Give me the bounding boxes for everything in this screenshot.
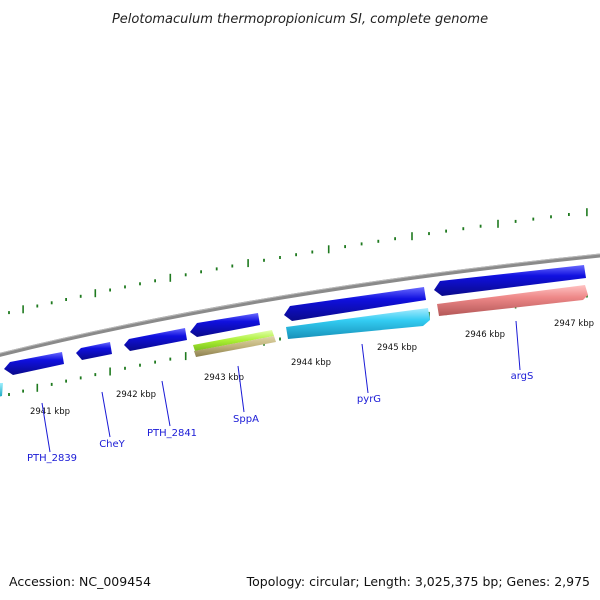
gene-label[interactable]: SppA xyxy=(233,414,259,425)
genome-backbone-highlight xyxy=(0,253,600,354)
kbp-label: 2941 kbp xyxy=(30,407,70,417)
genome-backbone xyxy=(0,253,600,357)
gene-leader-line xyxy=(237,365,245,413)
gene-arrow-args[interactable] xyxy=(437,285,588,316)
gene-labels: PTH_2839 CheY PTH_2841 SppA pyrG argS xyxy=(27,320,534,464)
gene-label[interactable]: PTH_2839 xyxy=(27,453,77,464)
map-title: Pelotomaculum thermopropionicum SI, comp… xyxy=(112,12,488,27)
gene-arrow-chey[interactable] xyxy=(76,342,112,360)
gene-label[interactable]: argS xyxy=(511,371,534,382)
kbp-label: 2945 kbp xyxy=(377,343,417,353)
gene-arrow-block-c[interactable] xyxy=(434,265,586,296)
gene-leader-line xyxy=(101,391,111,438)
gene-arrow-pyrg[interactable] xyxy=(286,308,430,339)
partial-gene-arrow xyxy=(0,383,3,397)
gene-arrow-pth2841[interactable] xyxy=(124,328,187,351)
footer-accession: Accession: NC_009454 xyxy=(9,574,151,589)
kbp-label: 2947 kbp xyxy=(554,319,594,329)
gene-leader-line xyxy=(41,402,51,453)
gene-leader-line xyxy=(515,320,521,371)
gene-label[interactable]: pyrG xyxy=(357,394,381,405)
kbp-label: 2944 kbp xyxy=(291,358,331,368)
tick-track-outer xyxy=(8,208,588,315)
gene-leader-line xyxy=(361,343,369,394)
footer-summary: Topology: circular; Length: 3,025,375 bp… xyxy=(246,574,590,589)
kbp-label: 2943 kbp xyxy=(204,373,244,383)
gene-label[interactable]: CheY xyxy=(99,439,125,450)
kbp-label: 2942 kbp xyxy=(116,390,156,400)
gene-label[interactable]: PTH_2841 xyxy=(147,428,197,439)
gene-arrow-sppa-green[interactable] xyxy=(193,330,274,351)
gene-leader-line xyxy=(161,380,171,427)
gene-arrow-block-a[interactable] xyxy=(190,313,260,337)
gene-arrow-sppa-olive[interactable] xyxy=(194,336,276,357)
kbp-label: 2946 kbp xyxy=(465,330,505,340)
gene-arrow-block-b[interactable] xyxy=(284,287,426,321)
gene-arrow-ptn2839[interactable] xyxy=(4,352,64,375)
kbp-scale-labels: 2941 kbp 2942 kbp 2943 kbp 2944 kbp 2945 kbp… xyxy=(30,319,594,417)
